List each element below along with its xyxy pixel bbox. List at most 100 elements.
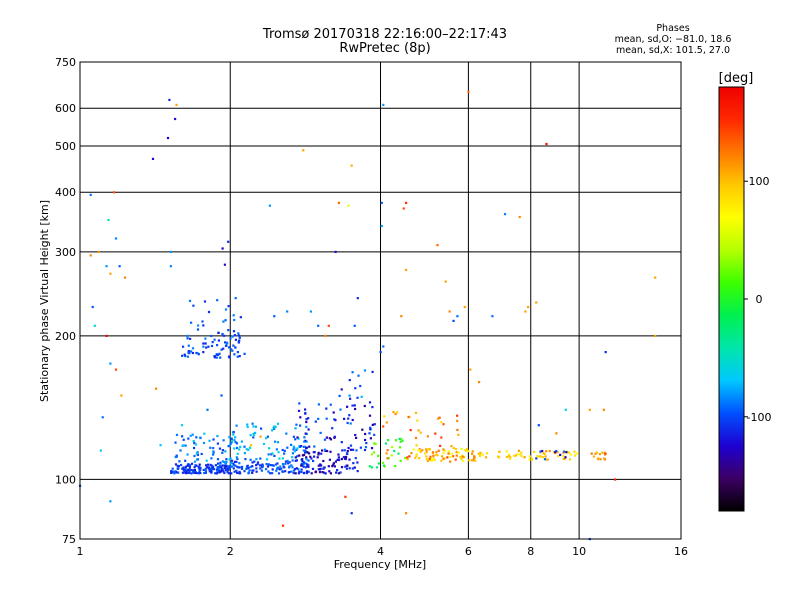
echo-point xyxy=(440,436,443,439)
echo-point xyxy=(541,449,544,453)
echo-point xyxy=(195,452,198,455)
colorbar-tick-label: -100 xyxy=(747,411,772,424)
echo-point xyxy=(449,460,452,463)
echo-point xyxy=(392,410,395,414)
echo-point xyxy=(548,450,551,453)
echo-point xyxy=(109,272,112,275)
echo-point xyxy=(236,446,239,450)
echo-point xyxy=(318,468,321,471)
echo-point xyxy=(271,452,274,455)
echo-point xyxy=(271,429,274,432)
y-tick-label: 200 xyxy=(55,330,76,343)
echo-point xyxy=(247,471,250,474)
echo-point xyxy=(348,379,351,382)
echo-point xyxy=(234,460,237,463)
echo-point xyxy=(205,464,208,467)
echo-point xyxy=(246,423,249,426)
echo-point xyxy=(368,414,372,417)
echo-point xyxy=(247,467,250,470)
echo-point xyxy=(305,425,308,428)
echo-point xyxy=(539,450,542,453)
echo-point xyxy=(184,467,187,470)
echo-point xyxy=(215,353,218,356)
echo-point xyxy=(465,449,468,452)
echo-point xyxy=(272,426,275,429)
echo-point xyxy=(575,452,578,455)
echo-point xyxy=(298,470,301,473)
echo-point xyxy=(394,413,397,416)
echo-point xyxy=(307,428,310,431)
echo-point xyxy=(236,351,239,354)
y-axis-label: Stationary phase Virtual Height [km] xyxy=(38,200,51,402)
echo-point xyxy=(563,457,566,460)
echo-point xyxy=(470,459,473,462)
echo-point xyxy=(240,440,243,443)
echo-point xyxy=(323,448,326,451)
echo-point xyxy=(227,346,231,349)
echo-point xyxy=(216,465,220,469)
echo-point xyxy=(342,456,345,459)
echo-point xyxy=(281,470,284,473)
echo-point xyxy=(275,448,278,451)
echo-point xyxy=(201,320,204,323)
echo-point xyxy=(256,462,259,466)
echo-point xyxy=(372,451,376,454)
echo-point xyxy=(210,334,213,338)
echo-point xyxy=(343,417,346,420)
echo-point xyxy=(268,204,271,207)
y-tick-label: 300 xyxy=(55,246,76,259)
echo-point xyxy=(281,524,285,527)
echo-point xyxy=(440,421,443,424)
echo-point xyxy=(462,459,465,462)
echo-point xyxy=(434,432,437,435)
echo-point xyxy=(456,428,459,431)
echo-point xyxy=(457,433,460,436)
echo-point xyxy=(335,471,338,474)
echo-point xyxy=(233,439,236,442)
echo-point xyxy=(234,346,237,349)
echo-point xyxy=(184,459,187,462)
echo-point xyxy=(206,466,209,469)
echo-point xyxy=(414,456,417,459)
echo-point xyxy=(402,207,405,210)
echo-point xyxy=(294,427,297,430)
echo-point xyxy=(251,469,254,472)
echo-point xyxy=(225,458,228,461)
echo-point xyxy=(444,280,447,283)
echo-point xyxy=(595,451,598,454)
echo-point xyxy=(224,462,228,465)
echo-point xyxy=(377,462,380,465)
echo-point xyxy=(245,467,248,470)
echo-point xyxy=(373,442,376,445)
echo-point xyxy=(369,426,372,429)
echo-point xyxy=(205,346,208,349)
echo-point xyxy=(232,344,235,347)
echo-point xyxy=(323,471,326,474)
echo-point xyxy=(220,348,223,351)
echo-point xyxy=(210,344,214,348)
echo-point xyxy=(292,448,295,451)
echo-point xyxy=(473,456,476,459)
echo-point xyxy=(433,458,436,461)
echo-point xyxy=(356,396,359,399)
echo-point xyxy=(254,425,257,428)
echo-point xyxy=(415,453,418,456)
echo-point xyxy=(198,463,201,466)
echo-point xyxy=(471,452,474,455)
echo-point xyxy=(452,455,455,458)
echo-point xyxy=(528,458,531,461)
echo-point xyxy=(441,455,444,458)
echo-point xyxy=(346,421,349,425)
echo-point xyxy=(198,469,201,472)
echo-point xyxy=(207,310,211,314)
echo-point xyxy=(173,472,176,475)
echo-point xyxy=(230,348,233,351)
echo-point xyxy=(400,315,403,318)
echo-point xyxy=(331,427,334,430)
echo-point xyxy=(327,324,330,327)
echo-point xyxy=(273,315,276,318)
y-tick-label: 75 xyxy=(62,533,76,546)
echo-point xyxy=(334,460,337,463)
echo-point xyxy=(270,453,273,456)
echo-point xyxy=(594,452,597,455)
